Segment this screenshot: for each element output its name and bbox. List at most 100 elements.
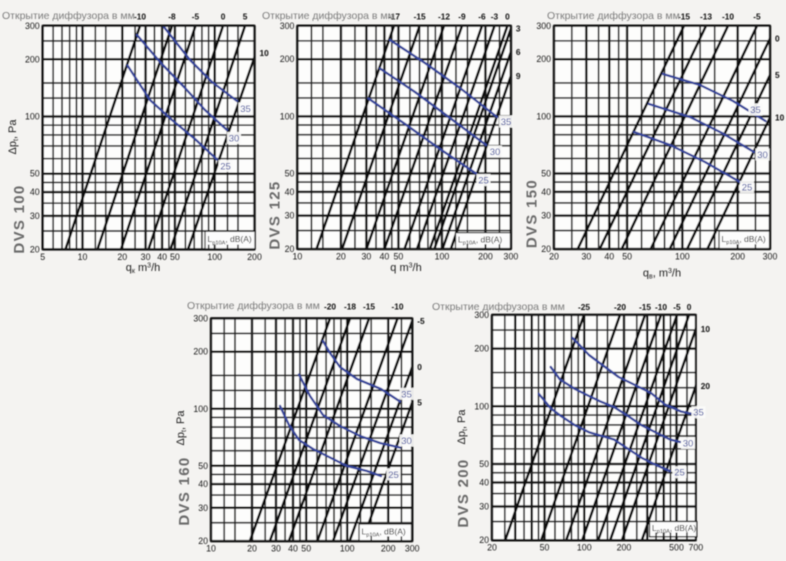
svg-text:-5: -5 [417,316,425,326]
svg-text:Открытие диффузора в мм: Открытие диффузора в мм [187,300,320,312]
svg-text:-8: -8 [168,12,176,22]
svg-text:-5: -5 [673,302,681,312]
svg-text:30: 30 [683,439,694,450]
svg-text:200: 200 [617,543,632,553]
svg-text:0: 0 [505,12,510,22]
svg-text:100: 100 [280,111,295,121]
svg-text:30: 30 [271,544,281,554]
svg-text:Открытие диффузора в мм: Открытие диффузора в мм [262,10,395,22]
svg-text:10: 10 [78,252,88,262]
svg-text:50: 50 [170,252,180,262]
svg-text:-5: -5 [753,12,761,22]
svg-text:50: 50 [285,168,295,178]
svg-text:5: 5 [417,398,422,408]
svg-text:25: 25 [742,183,753,194]
svg-text:10: 10 [293,252,303,262]
svg-text:Δpt, Pa: Δpt, Pa [7,119,20,155]
svg-text:700: 700 [688,543,703,553]
svg-text:50: 50 [394,252,404,262]
svg-text:100: 100 [474,401,489,411]
svg-text:-15: -15 [414,12,426,22]
svg-text:-12: -12 [438,12,450,22]
svg-text:40: 40 [288,544,298,554]
svg-text:-15: -15 [678,12,690,22]
svg-text:30: 30 [401,436,412,447]
svg-text:300: 300 [504,252,519,262]
svg-text:50: 50 [30,169,40,179]
svg-text:9: 9 [516,71,521,81]
svg-text:100: 100 [207,252,222,262]
svg-text:50: 50 [301,544,311,554]
svg-text:200: 200 [280,54,295,64]
svg-text:Δpt, Pa: Δpt, Pa [175,410,188,446]
svg-text:30: 30 [581,252,591,262]
svg-text:35: 35 [401,389,412,400]
svg-text:30: 30 [30,211,40,221]
svg-text:30: 30 [198,503,208,513]
svg-text:0: 0 [221,12,226,22]
svg-text:10: 10 [701,324,711,334]
svg-text:30: 30 [757,150,768,161]
svg-text:-5: -5 [192,12,200,22]
svg-text:50: 50 [541,168,551,178]
svg-text:200: 200 [247,252,262,262]
svg-text:300: 300 [405,544,420,554]
svg-text:300: 300 [280,21,295,31]
svg-text:6: 6 [516,47,521,57]
svg-text:25: 25 [388,470,399,481]
svg-text:50: 50 [479,459,489,469]
svg-text:20: 20 [117,252,127,262]
svg-text:-6: -6 [478,12,486,22]
svg-text:-20: -20 [614,302,626,312]
svg-text:q m3/h: q m3/h [390,262,421,274]
svg-text:25: 25 [674,468,685,479]
svg-text:200: 200 [193,347,208,357]
svg-text:25: 25 [220,162,231,173]
svg-text:30: 30 [490,147,501,158]
svg-text:DVS 200: DVS 200 [455,458,472,527]
svg-text:300: 300 [763,252,778,262]
svg-text:0: 0 [687,302,692,312]
svg-text:40: 40 [198,479,208,489]
svg-text:50: 50 [540,543,550,553]
svg-text:0: 0 [417,362,422,372]
svg-text:-17: -17 [388,12,400,22]
svg-text:-18: -18 [344,302,356,312]
svg-text:qв, m3/h: qв, m3/h [643,268,681,281]
svg-text:200: 200 [474,344,489,354]
svg-text:20: 20 [479,535,489,545]
svg-text:10: 10 [206,544,216,554]
svg-text:10: 10 [260,48,270,58]
svg-text:40: 40 [30,187,40,197]
svg-text:40: 40 [285,187,295,197]
svg-text:-9: -9 [458,12,466,22]
svg-text:30: 30 [141,252,151,262]
svg-text:-20: -20 [324,302,336,312]
svg-text:Открытие диффузора в мм: Открытие диффузора в мм [432,301,565,313]
svg-text:50: 50 [622,252,632,262]
svg-text:300: 300 [193,313,208,323]
svg-text:40: 40 [604,252,614,262]
svg-text:5: 5 [243,12,248,22]
svg-text:20: 20 [487,543,497,553]
svg-text:200: 200 [381,544,396,554]
svg-text:-10: -10 [392,302,404,312]
svg-text:50: 50 [198,461,208,471]
svg-text:-10: -10 [722,12,734,22]
svg-text:DVS 125: DVS 125 [267,180,284,249]
svg-text:-13: -13 [700,12,712,22]
svg-text:200: 200 [536,54,551,64]
svg-text:20: 20 [198,536,208,546]
svg-text:20: 20 [247,544,257,554]
svg-text:-10: -10 [134,12,146,22]
svg-text:DVS 160: DVS 160 [176,456,193,525]
svg-text:-15: -15 [363,302,375,312]
svg-text:0: 0 [775,34,780,44]
svg-text:35: 35 [501,117,512,128]
svg-text:100: 100 [193,404,208,414]
svg-text:30: 30 [285,211,295,221]
svg-text:Открытие диффузора в мм: Открытие диффузора в мм [2,10,135,22]
svg-text:300: 300 [25,21,40,31]
svg-text:Открытие диффузора в мм: Открытие диффузора в мм [547,10,680,22]
svg-text:30: 30 [361,252,371,262]
